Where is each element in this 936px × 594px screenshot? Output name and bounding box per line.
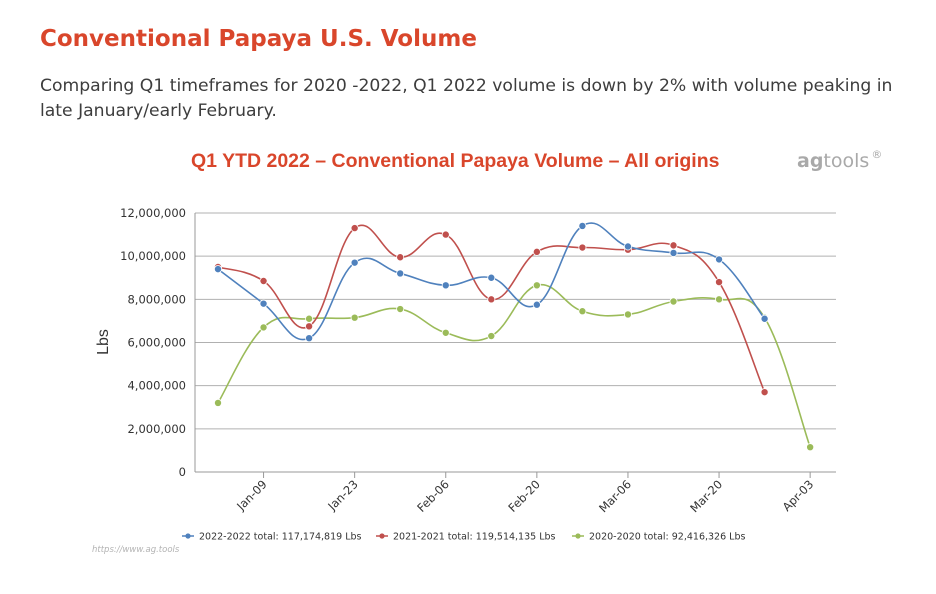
x-tick-label: Jan-09 — [233, 477, 269, 513]
data-point-2022-2022 — [669, 248, 678, 257]
page-title: Conventional Papaya U.S. Volume — [40, 26, 477, 52]
y-axis-label: Lbs — [95, 329, 112, 355]
data-point-2020-2020 — [806, 443, 815, 452]
data-point-2022-2022 — [213, 265, 222, 274]
data-point-2020-2020 — [441, 328, 450, 337]
data-point-2021-2021 — [578, 243, 587, 252]
series-line-2021-2021 — [217, 224, 766, 393]
data-point-2021-2021 — [532, 247, 541, 256]
chart-title: Q1 YTD 2022 – Conventional Papaya Volume… — [191, 150, 720, 172]
data-point-2021-2021 — [350, 224, 359, 233]
data-point-2022-2022 — [396, 269, 405, 278]
y-tick-label: 6,000,000 — [127, 336, 186, 350]
y-tick-label: 8,000,000 — [127, 292, 186, 306]
data-point-2020-2020 — [578, 307, 587, 316]
source-url: https://www.ag.tools — [92, 545, 180, 555]
agtools-logo: agtools ® — [797, 148, 883, 172]
registered-mark: ® — [871, 148, 883, 161]
page-subtitle: Comparing Q1 timeframes for 2020 -2022, … — [40, 76, 893, 121]
x-tick-label: Jan-23 — [324, 477, 360, 513]
data-point-2020-2020 — [305, 314, 314, 323]
x-tick-label: Mar-06 — [596, 477, 634, 515]
legend-label: 2021-2021 total: 119,514,135 Lbs — [393, 532, 556, 543]
data-point-2022-2022 — [259, 299, 268, 308]
y-tick-label: 10,000,000 — [120, 249, 186, 263]
data-point-2022-2022 — [350, 258, 359, 267]
y-tick-label: 0 — [179, 465, 186, 479]
legend-marker — [185, 533, 191, 539]
legend-marker — [575, 533, 581, 539]
data-point-2022-2022 — [487, 273, 496, 282]
data-point-2020-2020 — [213, 398, 222, 407]
data-point-2020-2020 — [623, 310, 632, 319]
x-tick-label: Feb-20 — [505, 477, 543, 515]
data-point-2022-2022 — [578, 221, 587, 230]
data-point-2021-2021 — [441, 230, 450, 239]
data-point-2022-2022 — [305, 334, 314, 343]
legend-label: 2022-2022 total: 117,174,819 Lbs — [199, 532, 362, 543]
data-point-2022-2022 — [441, 281, 450, 290]
data-point-2020-2020 — [669, 297, 678, 306]
data-point-2022-2022 — [532, 300, 541, 309]
data-point-2021-2021 — [305, 322, 314, 331]
legend-marker — [379, 533, 385, 539]
data-point-2022-2022 — [760, 314, 769, 323]
x-tick-label: Apr-03 — [780, 477, 817, 514]
y-tick-label: 2,000,000 — [127, 422, 186, 436]
data-point-2021-2021 — [715, 278, 724, 287]
data-point-2020-2020 — [259, 323, 268, 332]
data-point-2020-2020 — [350, 313, 359, 322]
y-tick-label: 12,000,000 — [120, 206, 186, 220]
data-point-2020-2020 — [396, 305, 405, 314]
data-point-2021-2021 — [669, 241, 678, 250]
data-point-2021-2021 — [259, 276, 268, 285]
logo-name: tools — [823, 150, 870, 172]
data-point-2020-2020 — [487, 332, 496, 341]
x-tick-label: Feb-06 — [414, 477, 452, 515]
series-line-2020-2020 — [217, 283, 811, 448]
logo-prefix: ag — [797, 150, 824, 172]
data-point-2020-2020 — [532, 281, 541, 290]
y-tick-label: 4,000,000 — [127, 379, 186, 393]
data-point-2021-2021 — [396, 253, 405, 262]
legend-label: 2020-2020 total: 92,416,326 Lbs — [589, 532, 745, 543]
data-point-2021-2021 — [487, 295, 496, 304]
chart-frame — [18, 138, 926, 584]
data-point-2022-2022 — [715, 255, 724, 264]
data-point-2020-2020 — [715, 295, 724, 304]
x-tick-label: Mar-20 — [687, 477, 725, 515]
data-point-2022-2022 — [623, 242, 632, 251]
data-point-2021-2021 — [760, 388, 769, 397]
